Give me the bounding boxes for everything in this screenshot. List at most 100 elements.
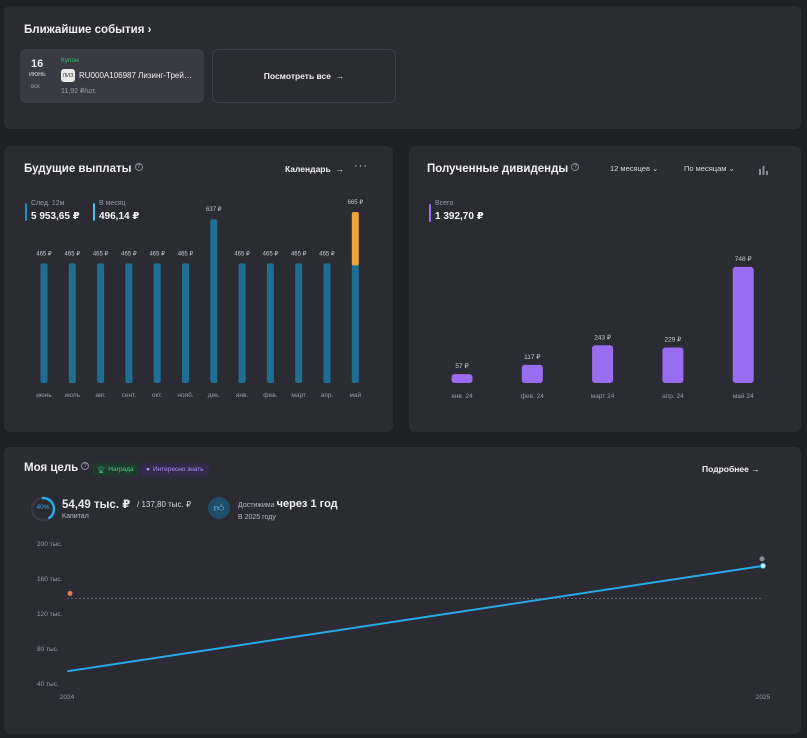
payout-tick-label: окт.	[152, 392, 163, 399]
dividend-data-label: 229 ₽	[665, 335, 683, 343]
info-icon[interactable]: ?	[81, 462, 90, 470]
events-title[interactable]: Ближайшие события ›	[24, 24, 152, 36]
legend-marker	[25, 203, 27, 221]
payout-tick-label: май	[349, 391, 361, 399]
dividend-bar	[662, 347, 684, 383]
payout-data-label: 665 ₽	[348, 199, 364, 206]
trophy-icon: 🏆︎	[97, 466, 106, 474]
payout-tick-label: сент.	[122, 392, 137, 399]
dividends-bar-chart: 57 ₽ янв. 24 117 ₽ фев. 24 243 ₽ март 24 229 ₽…	[451, 255, 754, 400]
target-marker-icon	[67, 590, 73, 596]
payout-bar	[40, 263, 48, 383]
info-icon[interactable]: ?	[134, 163, 143, 171]
event-type: Купон	[61, 57, 79, 64]
event-amount: 11,92 ₽/шт.	[61, 88, 97, 95]
dividend-bar	[592, 345, 614, 383]
payout-tick-label: июнь	[36, 392, 52, 399]
dividend-data-label: 117 ₽	[524, 353, 541, 361]
payout-bar	[238, 263, 246, 383]
payout-bar	[295, 263, 303, 383]
info-badge[interactable]: ● Интересно знать	[140, 463, 210, 476]
goal-line-chart: 200 тыс.160 тыс.120 тыс.80 тыс.40 тыс.20…	[37, 541, 771, 701]
event-name: RU000A106987 Лизинг-Трей…	[79, 71, 192, 80]
goal-title: Моя цель ?	[24, 462, 90, 474]
dividend-data-label: 57 ₽	[455, 362, 469, 370]
more-details-link[interactable]: Подробнее →	[702, 464, 760, 474]
event-weekday: вск	[31, 84, 40, 90]
dividends-total-value: 1 392,70 ₽	[435, 211, 484, 222]
payout-data-label: 637 ₽	[206, 206, 222, 213]
arrow-right-icon: →	[335, 164, 344, 174]
my-goal-card: Моя цель ? 🏆︎ Награда ● Интересно знать По…	[4, 447, 801, 734]
see-all-button[interactable]: Посмотреть все →	[212, 49, 396, 103]
dividends-title: Полученные дивиденды ?	[427, 163, 580, 175]
goal-ytick-label: 120 тыс.	[37, 611, 63, 618]
progress-percent: 40%	[36, 504, 50, 511]
capital-value: 54,49 тыс. ₽	[62, 499, 131, 511]
reward-badge[interactable]: 🏆︎ Награда	[91, 463, 140, 476]
payout-data-label: 465 ₽	[65, 250, 81, 257]
goal-line	[66, 564, 764, 673]
payouts-bar-chart: 465 ₽ июнь 465 ₽ июль 465 ₽ авг. 465 ₽ сент. 465…	[36, 199, 364, 399]
payout-data-label: 465 ₽	[36, 250, 52, 257]
payout-bar	[153, 263, 161, 383]
dividend-tick-label: май 24	[733, 392, 754, 400]
payout-tick-label: янв.	[236, 392, 249, 399]
dividend-bar	[451, 374, 473, 383]
reach-year: В 2025 году	[238, 514, 276, 521]
thumbs-up-icon: 👍︎	[208, 497, 230, 519]
payout-tick-label: фев.	[263, 392, 277, 399]
monthly-label: В месяц	[99, 200, 126, 207]
payout-bar	[125, 263, 133, 383]
event-day: 16	[31, 58, 44, 70]
calendar-link[interactable]: Календарь →	[285, 164, 344, 174]
payout-bar	[323, 263, 331, 383]
payout-tick-label: нояб.	[177, 391, 193, 399]
received-dividends-card: Полученные дивиденды ? 12 месяцев ⌄ По м…	[409, 146, 801, 432]
upcoming-events-card: Ближайшие события › 16 июнь вск Купон ЛИ…	[4, 6, 801, 129]
next12-value: 5 953,65 ₽	[31, 211, 80, 222]
goal-endpoint	[760, 562, 766, 569]
event-month: июнь	[29, 71, 46, 78]
info-icon[interactable]: ?	[571, 163, 580, 171]
goal-xtick-label: 2025	[756, 694, 771, 701]
payout-data-label: 465 ₽	[178, 250, 194, 257]
arrow-right-icon: →	[751, 464, 760, 474]
dividend-bar	[732, 266, 754, 383]
legend-marker	[93, 203, 95, 221]
period-select[interactable]: 12 месяцев ⌄	[610, 164, 659, 173]
future-payouts-card: Будущие выплаты ? Календарь → ··· След. …	[4, 146, 393, 432]
grouping-select[interactable]: По месяцам ⌄	[684, 164, 735, 173]
reach-value: через 1 год	[276, 498, 338, 510]
more-options-icon[interactable]: ···	[354, 160, 368, 172]
progress-ring	[30, 496, 56, 522]
capital-target: / 137,80 тыс. ₽	[137, 500, 192, 509]
payout-tick-label: дек.	[208, 392, 220, 399]
payout-bar-highlight	[351, 212, 359, 266]
lightbulb-icon: ●	[146, 466, 150, 473]
payout-tick-label: авг.	[95, 392, 106, 399]
dividend-tick-label: апр. 24	[662, 393, 684, 400]
payout-data-label: 465 ₽	[93, 250, 109, 257]
payout-data-label: 465 ₽	[291, 250, 307, 257]
dividend-data-label: 243 ₽	[594, 333, 612, 341]
dividend-bar	[521, 364, 543, 383]
goal-ytick-label: 200 тыс.	[37, 541, 63, 548]
chevron-right-icon: ›	[147, 24, 152, 36]
payout-bar	[266, 263, 274, 383]
event-item[interactable]: 16 июнь вск Купон ЛИЗ RU000A106987 Лизин…	[20, 49, 204, 103]
goal-ytick-label: 160 тыс.	[37, 576, 63, 583]
payout-data-label: 465 ₽	[121, 250, 137, 257]
legend-marker	[429, 204, 431, 222]
payout-data-label: 465 ₽	[263, 250, 279, 257]
dividend-tick-label: фев. 24	[521, 393, 545, 400]
payout-tick-label: март	[291, 392, 306, 399]
payout-bar	[97, 263, 105, 383]
goal-ytick-label: 40 тыс.	[37, 681, 59, 688]
chart-type-icon[interactable]	[759, 162, 768, 175]
payout-data-label: 465 ₽	[319, 250, 335, 257]
payout-bar	[210, 219, 218, 383]
next12-label: След. 12м	[31, 200, 65, 207]
payout-bar	[68, 263, 76, 383]
payout-tick-label: апр.	[321, 392, 334, 399]
